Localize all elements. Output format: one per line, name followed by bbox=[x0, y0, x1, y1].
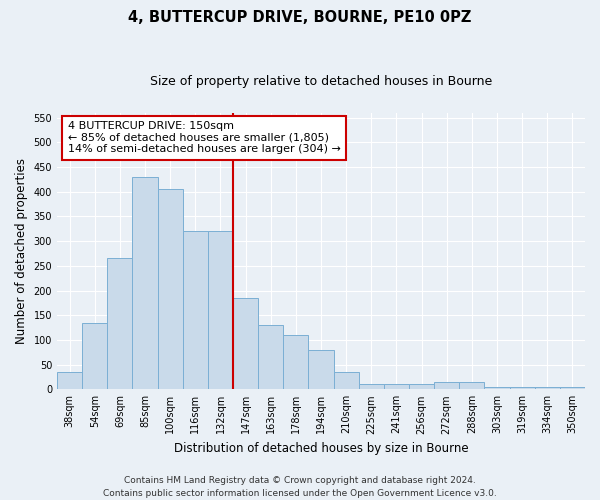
Bar bbox=[484, 387, 509, 390]
Bar bbox=[509, 387, 535, 390]
Bar bbox=[308, 350, 334, 390]
Bar bbox=[82, 322, 107, 390]
Bar bbox=[133, 177, 158, 390]
Bar bbox=[258, 325, 283, 390]
Bar bbox=[283, 335, 308, 390]
Bar bbox=[409, 384, 434, 390]
Bar bbox=[560, 387, 585, 390]
Text: Contains HM Land Registry data © Crown copyright and database right 2024.
Contai: Contains HM Land Registry data © Crown c… bbox=[103, 476, 497, 498]
Bar bbox=[535, 387, 560, 390]
Bar bbox=[384, 384, 409, 390]
Bar bbox=[208, 232, 233, 390]
Text: 4, BUTTERCUP DRIVE, BOURNE, PE10 0PZ: 4, BUTTERCUP DRIVE, BOURNE, PE10 0PZ bbox=[128, 10, 472, 25]
Bar bbox=[434, 382, 459, 390]
Text: 4 BUTTERCUP DRIVE: 150sqm
← 85% of detached houses are smaller (1,805)
14% of se: 4 BUTTERCUP DRIVE: 150sqm ← 85% of detac… bbox=[68, 121, 340, 154]
Bar bbox=[459, 382, 484, 390]
Title: Size of property relative to detached houses in Bourne: Size of property relative to detached ho… bbox=[150, 75, 492, 88]
Bar bbox=[334, 372, 359, 390]
Bar bbox=[107, 258, 133, 390]
Bar bbox=[183, 232, 208, 390]
Bar bbox=[359, 384, 384, 390]
X-axis label: Distribution of detached houses by size in Bourne: Distribution of detached houses by size … bbox=[174, 442, 469, 455]
Bar bbox=[57, 372, 82, 390]
Bar bbox=[233, 298, 258, 390]
Bar bbox=[158, 190, 183, 390]
Y-axis label: Number of detached properties: Number of detached properties bbox=[15, 158, 28, 344]
